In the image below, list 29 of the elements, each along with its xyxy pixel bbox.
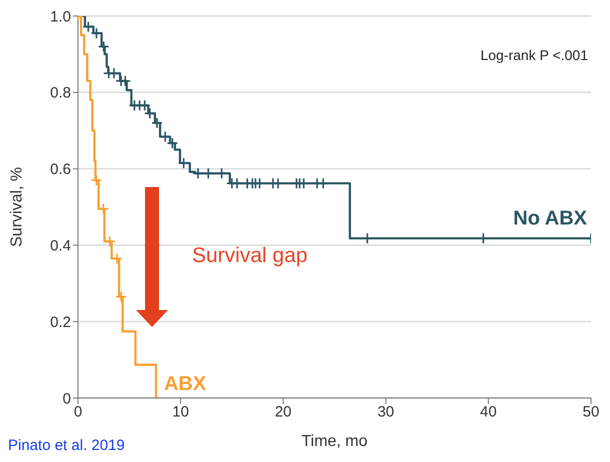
point: [98, 40, 110, 52]
x-tick-label: 50: [582, 404, 600, 421]
y-tick-label: 0.8: [50, 84, 71, 102]
point: [98, 203, 110, 215]
series-label: ABX: [164, 373, 207, 395]
x-tick-label: 10: [172, 404, 189, 421]
point: [115, 290, 127, 303]
x-tick-label: 40: [480, 404, 497, 421]
x-tick-label: 20: [274, 404, 292, 421]
y-tick-label: 0.6: [50, 161, 71, 178]
series-label: No ABX: [513, 207, 588, 230]
x-tick-label: 30: [377, 404, 394, 421]
point: [362, 232, 374, 244]
y-tick-label: 1.0: [50, 8, 71, 26]
point: [317, 178, 330, 190]
point: [90, 174, 102, 186]
x-tick-label: 0: [74, 404, 82, 421]
point: [151, 117, 163, 129]
text: Pinato et al. 2019: [8, 437, 125, 454]
point: [272, 178, 284, 190]
point: [231, 178, 243, 190]
y-axis-title: Survival, %: [8, 166, 26, 247]
y-tick-label: 0.4: [50, 238, 71, 255]
annotation: Log-rank P <.001: [480, 47, 588, 63]
x-axis-title: Time, mo: [301, 433, 368, 450]
annotation: Survival gap: [192, 244, 308, 267]
point: [477, 232, 490, 244]
y-tick-label: 0.2: [50, 314, 71, 331]
y-tick-label: 0: [62, 390, 71, 408]
